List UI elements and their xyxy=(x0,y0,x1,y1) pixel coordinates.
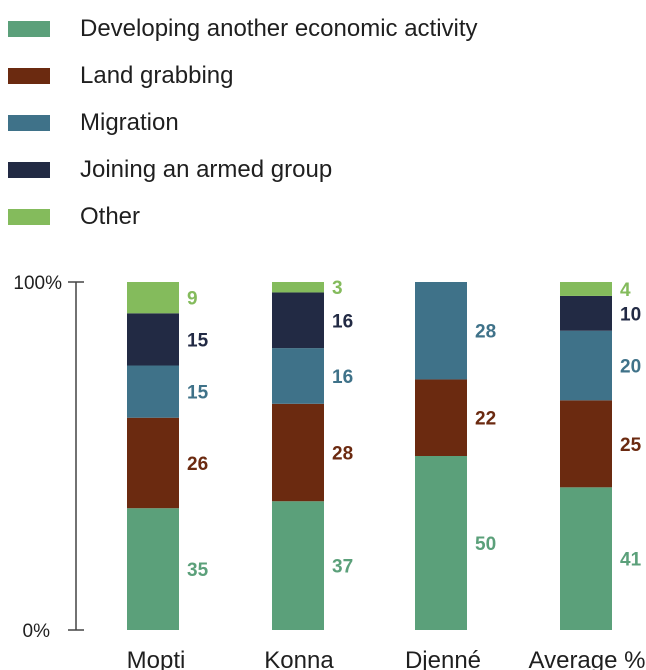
legend-label: Migration xyxy=(80,109,179,136)
legend-label: Land grabbing xyxy=(80,62,234,89)
category-label: Konna xyxy=(264,647,334,670)
data-label: 25 xyxy=(620,435,642,456)
bar-segment xyxy=(415,456,467,630)
category-label: Djenné xyxy=(405,647,481,670)
legend-swatch xyxy=(8,115,50,131)
data-label: 37 xyxy=(332,557,353,578)
bar-segment xyxy=(127,417,179,509)
data-label: 10 xyxy=(620,304,641,325)
data-label: 16 xyxy=(332,311,353,332)
data-label: 15 xyxy=(187,383,209,404)
y-tick-label: 100% xyxy=(13,273,62,294)
bar-segment xyxy=(127,313,179,366)
legend-item: Migration xyxy=(8,108,179,138)
bar-segment xyxy=(272,292,324,349)
legend-item: Developing another economic activity xyxy=(8,14,478,44)
data-label: 28 xyxy=(332,444,353,465)
data-label: 28 xyxy=(475,322,496,343)
bar-segment xyxy=(272,282,324,293)
data-label: 4 xyxy=(620,280,631,301)
y-tick-label: 0% xyxy=(23,621,51,642)
legend-item: Other xyxy=(8,202,140,232)
bar-segment xyxy=(272,403,324,502)
data-label: 20 xyxy=(620,357,641,378)
bar-segment xyxy=(560,330,612,401)
bar-segment xyxy=(560,295,612,331)
legend-label: Joining an armed group xyxy=(80,156,333,183)
bar-segment xyxy=(560,400,612,488)
legend-label: Other xyxy=(80,203,141,230)
legend-swatch xyxy=(8,162,50,178)
data-label: 22 xyxy=(475,409,496,430)
legend-swatch xyxy=(8,209,50,225)
bar-segment xyxy=(415,282,467,380)
legend-item: Joining an armed group xyxy=(8,155,332,185)
data-label: 35 xyxy=(187,560,209,581)
legend-item: Land grabbing xyxy=(8,61,233,91)
bar-segment xyxy=(272,501,324,630)
bar-segment xyxy=(127,365,179,418)
legend-swatch xyxy=(8,21,50,37)
data-label: 9 xyxy=(187,289,198,310)
data-label: 3 xyxy=(332,278,343,299)
bar-segment xyxy=(272,348,324,404)
bar-segment xyxy=(415,379,467,456)
bar-segment xyxy=(560,487,612,630)
bar-segment xyxy=(560,282,612,296)
data-label: 15 xyxy=(187,330,209,351)
data-label: 16 xyxy=(332,367,353,388)
data-label: 41 xyxy=(620,550,642,571)
category-label: Average % xyxy=(529,647,646,670)
data-label: 50 xyxy=(475,534,496,555)
data-label: 26 xyxy=(187,454,208,475)
category-label: Mopti xyxy=(127,647,186,670)
legend-swatch xyxy=(8,68,50,84)
bar-segment xyxy=(127,282,179,314)
legend-label: Developing another economic activity xyxy=(80,15,478,42)
bar-segment xyxy=(127,508,179,630)
